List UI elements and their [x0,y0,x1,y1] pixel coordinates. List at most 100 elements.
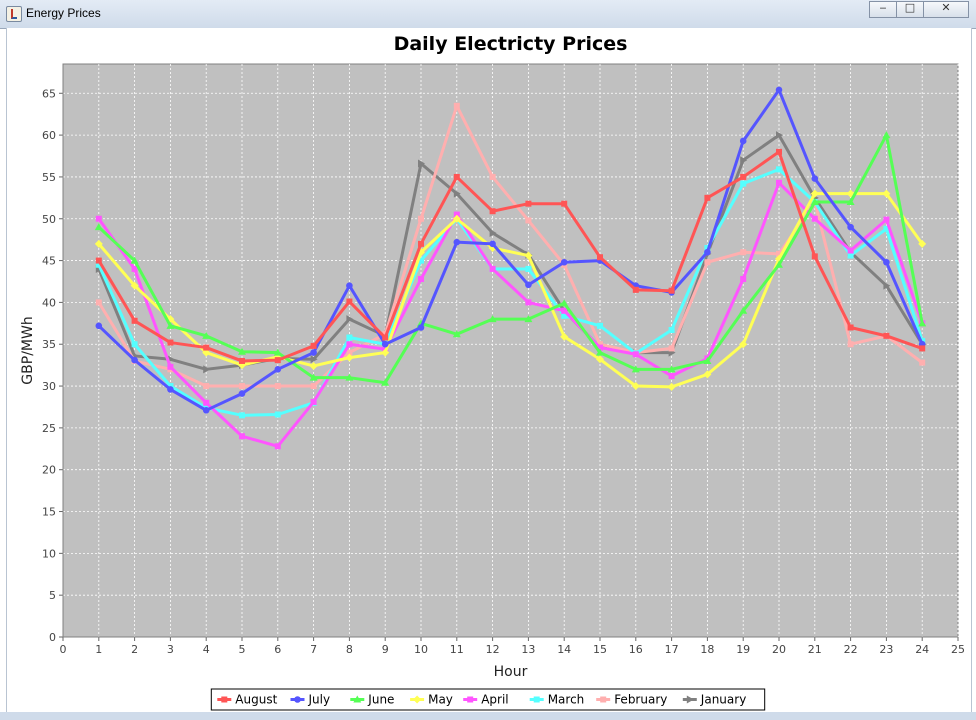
data-point-may [94,239,103,248]
y-tick-label: 20 [42,464,56,477]
data-point-july [560,258,568,266]
x-tick-label: 25 [951,643,965,656]
data-point-march [274,411,281,418]
data-point-april [167,363,174,370]
data-point-february [740,249,747,256]
data-point-august [919,345,926,352]
x-tick-label: 1 [95,643,102,656]
data-point-january [776,131,783,140]
data-point-january [418,159,425,168]
legend-marker-february [600,696,607,703]
data-point-april [203,399,210,406]
series-line-july [97,88,924,412]
close-button[interactable]: ✕ [923,1,969,18]
x-tick-label: 12 [486,643,500,656]
series-june [94,131,927,386]
data-point-july [346,282,353,289]
data-point-april [525,299,532,306]
window-title: Energy Prices [26,6,101,20]
y-tick-label: 25 [42,422,56,435]
series-line-january [97,133,924,371]
data-point-march [740,180,747,187]
data-point-april [811,215,818,222]
x-tick-label: 8 [346,643,353,656]
data-point-may [381,348,390,357]
data-point-august [453,173,460,180]
data-point-july [131,356,138,364]
y-tick-label: 65 [42,87,56,100]
data-point-june [130,256,139,264]
data-point-june [739,306,748,314]
data-point-july [775,86,783,94]
data-point-august [597,254,603,261]
data-point-april [274,443,281,450]
data-point-july [310,349,317,356]
data-point-august [776,148,782,155]
data-point-july [95,322,103,330]
data-point-august [418,240,424,247]
data-point-august [346,298,353,305]
data-point-june [703,356,712,364]
data-point-july [489,240,496,248]
legend-box [210,688,766,711]
series-may [94,189,927,391]
series-line-march [97,167,924,417]
data-point-june [810,198,819,206]
data-point-june [667,365,676,373]
data-point-august [632,286,639,293]
minimize-button[interactable]: ‒ [869,1,897,18]
x-tick-label: 20 [772,643,786,656]
x-tick-label: 10 [414,643,428,656]
data-point-august [382,334,389,341]
data-point-march [131,341,138,348]
data-point-april [668,373,675,380]
legend-label-may: May [428,693,453,707]
y-tick-label: 30 [42,380,56,393]
data-point-june [488,315,497,323]
data-point-may [703,370,712,379]
data-point-april [453,211,460,218]
data-point-august [274,357,281,364]
y-tick-label: 5 [49,589,56,602]
data-point-april [883,216,890,223]
data-point-february [597,341,603,348]
close-icon: ✕ [941,1,951,14]
data-point-february [525,217,532,224]
data-point-june [631,365,640,373]
x-tick-label: 13 [521,643,535,656]
legend-label-january: January [700,693,747,707]
data-point-june [560,299,569,307]
data-point-february [704,259,711,266]
maximize-button[interactable]: □ [896,1,924,18]
data-point-august [668,287,675,294]
data-point-february [847,341,854,348]
data-point-june [524,315,533,323]
data-point-july [525,281,532,289]
data-point-january [310,355,318,364]
data-point-january [203,365,211,374]
series-line-april [97,181,924,448]
data-point-march [561,312,568,319]
data-point-august [203,344,210,351]
legend-marker-april [467,696,474,703]
data-point-may [882,189,891,198]
data-point-january [883,281,891,290]
data-point-august [95,257,102,264]
y-tick-label: 15 [42,506,56,519]
data-point-june [345,373,354,381]
x-tick-label: 17 [665,643,679,656]
x-tick-label: 21 [808,643,822,656]
y-tick-label: 60 [42,129,56,142]
data-point-july [453,238,461,246]
data-point-august [704,194,711,201]
data-point-may [524,251,533,260]
data-point-august [489,208,496,215]
data-point-july [238,390,246,397]
data-point-april [418,275,424,282]
data-point-june [381,378,390,386]
data-point-june [846,198,855,206]
data-point-march [776,166,782,173]
data-point-may [309,361,318,370]
data-point-march [525,265,532,272]
legend-marker-may [413,695,422,704]
